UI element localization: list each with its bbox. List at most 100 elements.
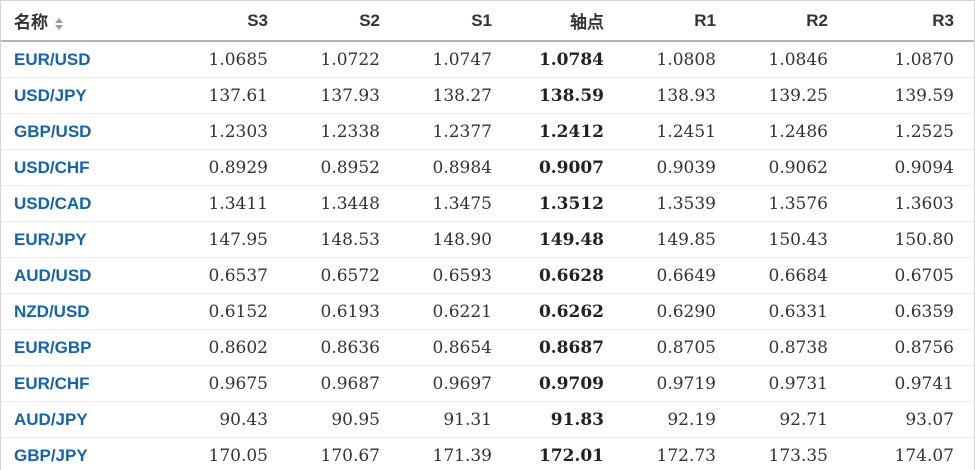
cell-r2: 139.25 [736,77,848,114]
cell-r2: 0.8738 [736,329,848,366]
cell-s2: 148.53 [288,221,400,258]
pair-name-link[interactable]: EUR/GBP [1,329,176,366]
cell-r3: 0.8756 [848,329,974,366]
cell-r1: 1.2451 [624,113,736,150]
cell-s1: 148.90 [400,221,512,258]
cell-r1: 0.6290 [624,293,736,330]
cell-r2: 173.35 [736,437,848,470]
pair-name-link[interactable]: AUD/JPY [1,401,176,438]
cell-pivot: 0.8687 [512,329,624,366]
cell-s2: 137.93 [288,77,400,114]
column-header-pivot[interactable]: 轴点 [512,1,624,42]
cell-r2: 0.9731 [736,365,848,402]
cell-s3: 1.2303 [176,113,288,150]
cell-s1: 1.2377 [400,113,512,150]
cell-r3: 0.6705 [848,257,974,294]
pair-name-link[interactable]: EUR/USD [1,41,176,78]
column-header-label: S1 [471,10,492,30]
column-header-label: 名称 [14,13,48,32]
cell-s3: 170.05 [176,437,288,470]
cell-pivot: 138.59 [512,77,624,114]
cell-s2: 0.8636 [288,329,400,366]
cell-s1: 0.8654 [400,329,512,366]
cell-pivot: 0.9007 [512,149,624,186]
sort-arrows-icon [55,17,63,30]
cell-s2: 0.6193 [288,293,400,330]
table-body: EUR/USD 1.0685 1.0722 1.0747 1.0784 1.08… [1,41,974,470]
column-header-s3[interactable]: S3 [176,1,288,42]
column-header-r1[interactable]: R1 [624,1,736,42]
cell-s1: 1.3475 [400,185,512,222]
cell-s3: 0.8602 [176,329,288,366]
cell-s1: 171.39 [400,437,512,470]
cell-r3: 0.9094 [848,149,974,186]
cell-pivot: 91.83 [512,401,624,438]
column-header-s2[interactable]: S2 [288,1,400,42]
pair-name-link[interactable]: EUR/JPY [1,221,176,258]
table-row: GBP/USD 1.2303 1.2338 1.2377 1.2412 1.24… [1,113,974,150]
cell-r1: 0.9719 [624,365,736,402]
cell-s2: 170.67 [288,437,400,470]
column-header-label: S2 [359,10,380,30]
cell-pivot: 1.0784 [512,41,624,78]
header-row: 名称 S3 S2 S1 轴点 R1 R2 R3 [1,1,974,42]
cell-r3: 0.6359 [848,293,974,330]
cell-r1: 138.93 [624,77,736,114]
cell-pivot: 1.2412 [512,113,624,150]
column-header-r3[interactable]: R3 [848,1,974,42]
table-row: EUR/JPY 147.95 148.53 148.90 149.48 149.… [1,221,974,258]
column-header-label: 轴点 [570,13,604,32]
cell-s1: 138.27 [400,77,512,114]
cell-pivot: 0.9709 [512,365,624,402]
pair-name-link[interactable]: USD/CHF [1,149,176,186]
cell-r1: 172.73 [624,437,736,470]
cell-s3: 0.6537 [176,257,288,294]
cell-s1: 1.0747 [400,41,512,78]
cell-r3: 139.59 [848,77,974,114]
cell-r1: 1.3539 [624,185,736,222]
cell-s2: 0.8952 [288,149,400,186]
cell-r2: 0.6331 [736,293,848,330]
pair-name-link[interactable]: NZD/USD [1,293,176,330]
table-row: GBP/JPY 170.05 170.67 171.39 172.01 172.… [1,437,974,470]
cell-s1: 0.6593 [400,257,512,294]
pair-name-link[interactable]: GBP/JPY [1,437,176,470]
pair-name-link[interactable]: AUD/USD [1,257,176,294]
column-header-label: R2 [806,10,828,30]
cell-r1: 0.9039 [624,149,736,186]
table-row: EUR/GBP 0.8602 0.8636 0.8654 0.8687 0.87… [1,329,974,366]
cell-s1: 0.8984 [400,149,512,186]
pair-name-link[interactable]: GBP/USD [1,113,176,150]
cell-s3: 0.9675 [176,365,288,402]
cell-s2: 1.3448 [288,185,400,222]
column-header-s1[interactable]: S1 [400,1,512,42]
table-row: USD/JPY 137.61 137.93 138.27 138.59 138.… [1,77,974,114]
cell-r1: 0.8705 [624,329,736,366]
table-row: USD/CAD 1.3411 1.3448 1.3475 1.3512 1.35… [1,185,974,222]
cell-s3: 0.6152 [176,293,288,330]
cell-r3: 150.80 [848,221,974,258]
cell-r3: 93.07 [848,401,974,438]
table-row: AUD/JPY 90.43 90.95 91.31 91.83 92.19 92… [1,401,974,438]
pair-name-link[interactable]: USD/JPY [1,77,176,114]
column-header-r2[interactable]: R2 [736,1,848,42]
cell-r1: 1.0808 [624,41,736,78]
cell-pivot: 149.48 [512,221,624,258]
cell-r2: 0.9062 [736,149,848,186]
cell-s1: 0.9697 [400,365,512,402]
cell-pivot: 0.6262 [512,293,624,330]
column-header-name[interactable]: 名称 [1,1,176,42]
table-row: NZD/USD 0.6152 0.6193 0.6221 0.6262 0.62… [1,293,974,330]
cell-s2: 0.6572 [288,257,400,294]
cell-r3: 1.3603 [848,185,974,222]
pair-name-link[interactable]: USD/CAD [1,185,176,222]
cell-r1: 92.19 [624,401,736,438]
cell-s2: 0.9687 [288,365,400,402]
cell-s3: 137.61 [176,77,288,114]
column-header-label: R1 [694,10,716,30]
pair-name-link[interactable]: EUR/CHF [1,365,176,402]
cell-r2: 1.2486 [736,113,848,150]
cell-s1: 91.31 [400,401,512,438]
